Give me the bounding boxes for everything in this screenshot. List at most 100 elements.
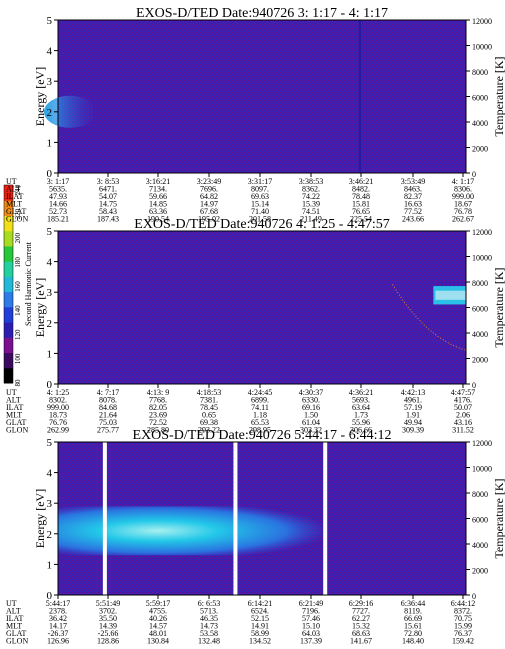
data-gap-2 [233, 442, 238, 595]
y-right-tick-label: 2000 [472, 567, 488, 576]
table-cell: 62.27 [352, 614, 370, 623]
colorbar-label: Second Harmonic Current [24, 241, 33, 326]
table-cell: 3: 8:53 [97, 177, 119, 186]
table-cell: 2.06 [456, 411, 470, 420]
table-cell: 76.78 [454, 207, 472, 216]
row-label: MLT [6, 200, 22, 209]
row-label: GLAT [6, 207, 27, 216]
table-cell: 4:42:13 [401, 388, 425, 397]
table-cell: 126.96 [47, 637, 69, 646]
table-cell: 15.10 [302, 622, 320, 631]
y-right-tick-label: 8000 [472, 490, 488, 499]
table-cell: 69.16 [302, 403, 320, 412]
y-right-tick-label: 12000 [472, 17, 492, 26]
y-tick-label: 0 [47, 590, 53, 602]
table-cell: 159.42 [452, 637, 474, 646]
row-label: MLT [6, 622, 22, 631]
colorbar-tick-label: 140 [14, 305, 22, 316]
table-cell: 6:36:44 [401, 599, 425, 608]
table-cell: 4:30:37 [299, 388, 323, 397]
y-right-tick-label: 6000 [472, 516, 488, 525]
table-cell: 195.02 [198, 215, 220, 224]
colorbar-tick-label: 240 [14, 184, 22, 195]
table-cell: 53.58 [200, 629, 218, 638]
table-cell: 5635. [49, 185, 67, 194]
table-cell: -25.66 [98, 629, 119, 638]
table-cell: 201.58 [249, 215, 271, 224]
table-cell: 6:21:49 [299, 599, 323, 608]
table-cell: 5713. [200, 607, 218, 616]
row-label: MLT [6, 411, 22, 420]
table-cell: 303.32 [300, 426, 322, 435]
y-right-tick-label: 4000 [472, 330, 488, 339]
table-cell: 64.03 [302, 629, 320, 638]
row-label: GLAT [6, 418, 27, 427]
table-cell: 6471. [99, 185, 117, 194]
table-cell: 6524. [251, 607, 269, 616]
y-right-tick-label: 0 [472, 381, 476, 390]
colorbar-segment [4, 291, 13, 308]
colorbar-segment [4, 352, 13, 369]
table-cell: 141.67 [350, 637, 372, 646]
row-label: ILAT [6, 614, 23, 623]
table-cell: 8463. [404, 185, 422, 194]
y-right-tick-label: 10000 [472, 465, 492, 474]
y-tick-label: 5 [47, 15, 53, 27]
table-cell: 64.82 [200, 192, 218, 201]
table-cell: 8119. [404, 607, 422, 616]
table-cell: 999.00 [452, 192, 474, 201]
table-cell: 14.91 [251, 622, 269, 631]
y-tick-label: 1 [47, 137, 53, 149]
y-tick-label: 5 [47, 437, 53, 449]
table-cell: 128.86 [97, 637, 119, 646]
table-cell: 71.40 [251, 207, 269, 216]
table-cell: 3: 1:17 [47, 177, 69, 186]
y-right-tick-label: 0 [472, 170, 476, 179]
y-right-tick-label: 2000 [472, 356, 488, 365]
table-cell: 5:44:17 [46, 599, 70, 608]
table-cell: 6: 6:53 [198, 599, 220, 608]
y-right-tick-label: 8000 [472, 68, 488, 77]
table-cell: 57.46 [302, 614, 320, 623]
table-cell: 5693. [352, 396, 370, 405]
table-cell: -26.37 [48, 629, 69, 638]
data-gap-1 [102, 442, 107, 595]
table-cell: 130.84 [147, 637, 169, 646]
table-cell: 306.66 [350, 426, 372, 435]
y-tick-label: 2 [47, 107, 53, 119]
table-cell: 78.48 [352, 192, 370, 201]
table-cell: 3:16:21 [146, 177, 170, 186]
table-cell: 84.68 [99, 403, 117, 412]
y-right-tick-label: 12000 [472, 439, 492, 448]
table-cell: 7727. [352, 607, 370, 616]
plasma-feature [58, 506, 344, 556]
table-cell: 75.03 [99, 418, 117, 427]
table-cell: 4: 1:17 [452, 177, 474, 186]
table-cell: 4: 1:25 [47, 388, 69, 397]
table-cell: 23.69 [149, 411, 167, 420]
table-cell: 77.52 [404, 207, 422, 216]
table-cell: 999.00 [47, 403, 69, 412]
panel-title: EXOS-D/TED Date:940726 5:44:17 - 6:44:12 [133, 428, 392, 443]
colorbar-tick-label: 100 [14, 353, 22, 364]
row-label: GLON [6, 426, 28, 435]
table-cell: 72.80 [404, 629, 422, 638]
y-axis-label: Energy [eV] [33, 489, 47, 548]
table-cell: 66.69 [404, 614, 422, 623]
row-label: UT [6, 388, 17, 397]
table-cell: 63.36 [149, 207, 167, 216]
table-cell: 6:29:16 [349, 599, 373, 608]
table-cell: 8078. [99, 396, 117, 405]
spectrogram-panel-2: EXOS-D/TED Date:940726 4: 1:25 - 4:47:57… [6, 217, 505, 435]
table-cell: 74.51 [302, 207, 320, 216]
y-tick-label: 0 [47, 168, 53, 180]
table-cell: 14.66 [49, 200, 67, 209]
table-cell: 21.64 [99, 411, 117, 420]
table-cell: 36.42 [49, 614, 67, 623]
table-cell: 72.52 [149, 418, 167, 427]
table-cell: 63.64 [352, 403, 370, 412]
y-tick-label: 1 [47, 348, 53, 360]
table-cell: 262.67 [452, 215, 474, 224]
table-cell: 57.19 [404, 403, 422, 412]
